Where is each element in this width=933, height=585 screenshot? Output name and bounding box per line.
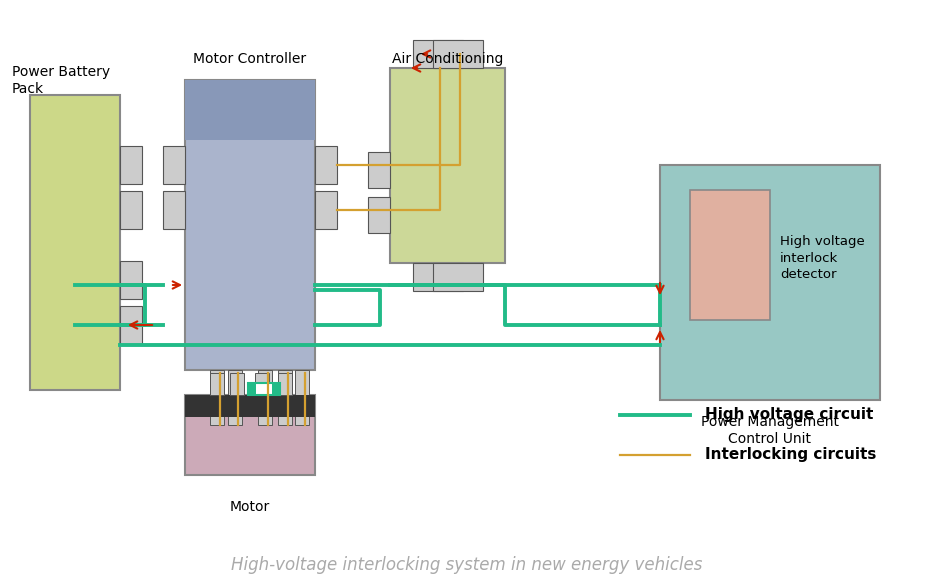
Bar: [390, 68, 505, 263]
Bar: [255, 373, 269, 395]
Text: Power Management
Control Unit: Power Management Control Unit: [701, 415, 839, 446]
Bar: [315, 191, 337, 229]
Text: Air Conditioning: Air Conditioning: [392, 52, 504, 66]
Bar: [248, 383, 280, 395]
Bar: [368, 197, 390, 233]
Bar: [163, 146, 185, 184]
Bar: [210, 370, 224, 425]
Bar: [185, 395, 315, 475]
Bar: [258, 370, 272, 425]
Bar: [185, 80, 315, 370]
Bar: [412, 263, 463, 291]
Bar: [433, 263, 482, 291]
Bar: [368, 152, 390, 188]
Text: Motor Controller: Motor Controller: [193, 52, 307, 66]
Bar: [120, 146, 142, 184]
Bar: [248, 383, 256, 395]
Bar: [315, 146, 337, 184]
Bar: [295, 370, 309, 425]
Bar: [690, 190, 770, 320]
Bar: [278, 373, 292, 395]
Bar: [660, 165, 880, 400]
Text: High voltage circuit: High voltage circuit: [705, 408, 873, 422]
Bar: [278, 370, 292, 425]
Bar: [412, 40, 463, 68]
Text: Motor: Motor: [230, 500, 271, 514]
Bar: [272, 383, 280, 395]
Bar: [228, 370, 242, 425]
Text: Interlocking circuits: Interlocking circuits: [705, 448, 876, 463]
Bar: [210, 373, 224, 395]
Bar: [120, 191, 142, 229]
Bar: [163, 191, 185, 229]
Bar: [230, 373, 244, 395]
Bar: [433, 40, 482, 68]
Bar: [30, 95, 120, 390]
Text: Power Battery
Pack: Power Battery Pack: [12, 65, 110, 97]
Text: High voltage
interlock
detector: High voltage interlock detector: [780, 236, 865, 280]
Bar: [120, 306, 142, 344]
Bar: [185, 80, 315, 140]
Bar: [185, 395, 315, 417]
Bar: [120, 261, 142, 299]
Text: High-voltage interlocking system in new energy vehicles: High-voltage interlocking system in new …: [230, 556, 703, 574]
